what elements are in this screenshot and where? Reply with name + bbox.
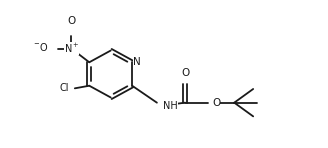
Text: Cl: Cl [59, 83, 69, 93]
Text: O: O [181, 68, 189, 78]
Text: N$^+$: N$^+$ [64, 42, 79, 55]
Text: N: N [133, 57, 140, 67]
Text: O: O [67, 16, 75, 26]
Text: $^{-}$O: $^{-}$O [33, 41, 48, 53]
Text: NH: NH [163, 101, 178, 111]
Text: O: O [212, 98, 220, 108]
